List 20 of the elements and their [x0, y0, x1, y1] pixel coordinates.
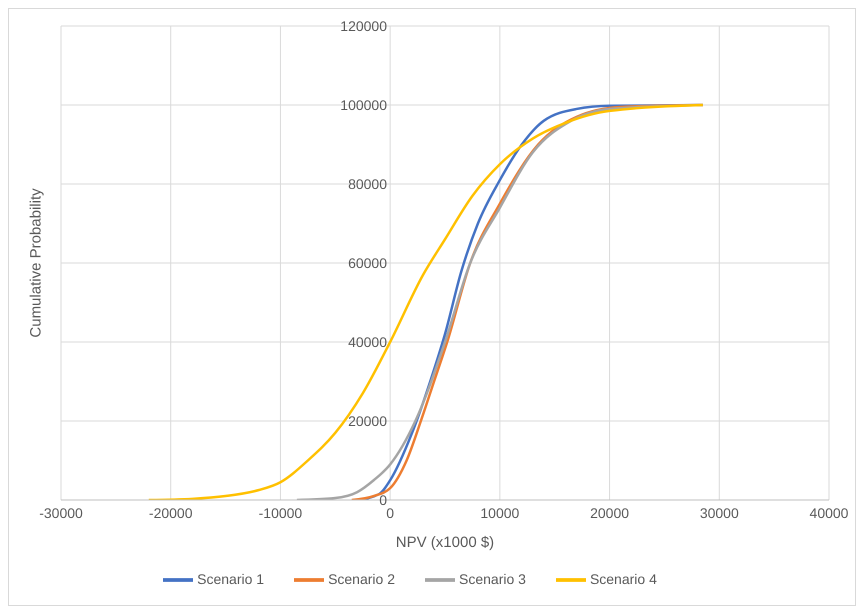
x-tick-label: -10000 — [258, 504, 302, 521]
x-tick-label: -30000 — [39, 504, 84, 521]
y-tick-label: 0 — [379, 492, 388, 508]
x-tick-label: 30000 — [700, 504, 739, 521]
y-tick-label: 80000 — [348, 176, 388, 192]
legend-label: Scenario 2 — [328, 570, 395, 587]
y-tick-label: 100000 — [340, 97, 388, 113]
y-tick-label: 20000 — [348, 413, 388, 429]
x-tick-label: 10000 — [480, 504, 520, 521]
y-tick-label: 120000 — [340, 18, 388, 34]
x-tick-label: 40000 — [810, 504, 849, 521]
y-tick-label: 60000 — [348, 255, 388, 271]
x-tick-label: -20000 — [148, 504, 193, 521]
y-axis-title: Cumulative Probability — [27, 188, 44, 338]
legend-label: Scenario 3 — [459, 570, 526, 587]
y-tick-label: 40000 — [348, 334, 388, 350]
x-axis-title: NPV (x1000 $) — [396, 534, 494, 551]
x-tick-label: 20000 — [590, 504, 630, 521]
legend-label: Scenario 4 — [590, 570, 657, 587]
legend-label: Scenario 1 — [197, 570, 264, 587]
